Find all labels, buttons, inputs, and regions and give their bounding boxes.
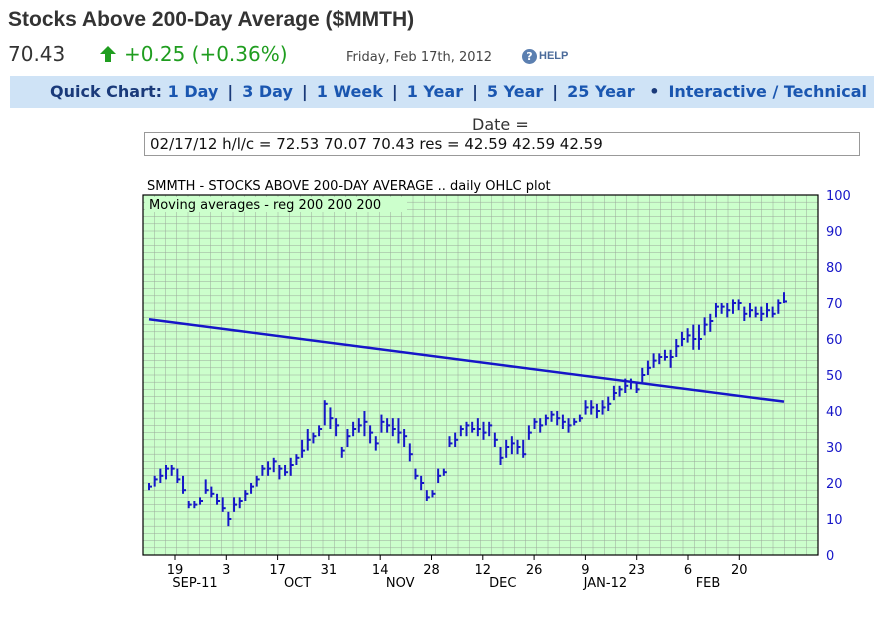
x-tick-label: 28 bbox=[423, 563, 440, 578]
y-tick-label: 60 bbox=[826, 333, 843, 348]
y-tick-label: 0 bbox=[826, 549, 834, 564]
y-tick-label: 90 bbox=[826, 225, 843, 240]
x-tick-label: 31 bbox=[321, 563, 338, 578]
quick-link-1-week[interactable]: 1 Week bbox=[316, 82, 383, 101]
quick-link-3-day[interactable]: 3 Day bbox=[242, 82, 293, 101]
x-tick-label: 23 bbox=[628, 563, 645, 578]
ma200-line bbox=[148, 317, 785, 403]
interactive-technical-link[interactable]: Interactive / Technical bbox=[668, 82, 868, 101]
price-change: +0.25 (+0.36%) bbox=[124, 42, 288, 66]
y-tick-label: 10 bbox=[826, 513, 843, 528]
x-tick-label: 12 bbox=[475, 563, 492, 578]
page-title: Stocks Above 200-Day Average ($MMTH) bbox=[8, 8, 415, 31]
x-tick-label: 14 bbox=[372, 563, 389, 578]
x-month-label: NOV bbox=[386, 576, 415, 591]
subtitle-bg bbox=[145, 197, 407, 212]
x-tick-label: 20 bbox=[731, 563, 748, 578]
chart-subtitle: Moving averages - reg 200 200 200 bbox=[149, 198, 381, 213]
x-tick-label: 9 bbox=[581, 563, 589, 578]
x-month-label: DEC bbox=[489, 576, 516, 591]
y-tick-label: 40 bbox=[826, 405, 843, 420]
y-tick-label: 50 bbox=[826, 369, 843, 384]
quick-link-5-year[interactable]: 5 Year bbox=[486, 82, 544, 101]
x-tick-label: 17 bbox=[269, 563, 286, 578]
last-price: 70.43 bbox=[8, 42, 66, 66]
up-arrow-icon bbox=[100, 46, 116, 62]
quick-link-1-year[interactable]: 1 Year bbox=[406, 82, 464, 101]
x-month-label: JAN-12 bbox=[583, 576, 627, 591]
help-link[interactable]: HELP bbox=[539, 50, 569, 62]
y-tick-label: 70 bbox=[826, 297, 843, 312]
quick-chart-label: Quick Chart: bbox=[50, 82, 163, 101]
quick-link-25-year[interactable]: 25 Year bbox=[567, 82, 635, 101]
y-tick-label: 100 bbox=[826, 189, 851, 204]
x-tick-label: 6 bbox=[684, 563, 692, 578]
x-tick-label: 26 bbox=[526, 563, 543, 578]
ohlc-readout-field: 02/17/12 h/l/c = 72.53 70.07 70.43 res =… bbox=[144, 132, 860, 156]
y-tick-label: 20 bbox=[826, 477, 843, 492]
quote-date: Friday, Feb 17th, 2012 bbox=[346, 50, 493, 65]
x-tick-label: 19 bbox=[167, 563, 184, 578]
y-tick-label: 30 bbox=[826, 441, 843, 456]
bullet-separator: • bbox=[649, 82, 660, 101]
x-tick-label: 3 bbox=[222, 563, 230, 578]
date-readout-label: Date = bbox=[472, 115, 529, 134]
help-icon[interactable]: ? bbox=[522, 49, 537, 64]
x-month-label: FEB bbox=[696, 576, 721, 591]
y-tick-label: 80 bbox=[826, 261, 843, 276]
quick-link-1-day[interactable]: 1 Day bbox=[167, 82, 219, 101]
chart-title: SMMTH - STOCKS ABOVE 200-DAY AVERAGE .. … bbox=[147, 179, 551, 194]
x-month-label: SEP-11 bbox=[172, 576, 217, 591]
plot-frame bbox=[142, 194, 819, 556]
quick-chart-bar: Quick Chart: 1 Day | 3 Day | 1 Week | 1 Year | 5… bbox=[10, 76, 874, 108]
x-month-label: OCT bbox=[284, 576, 311, 591]
